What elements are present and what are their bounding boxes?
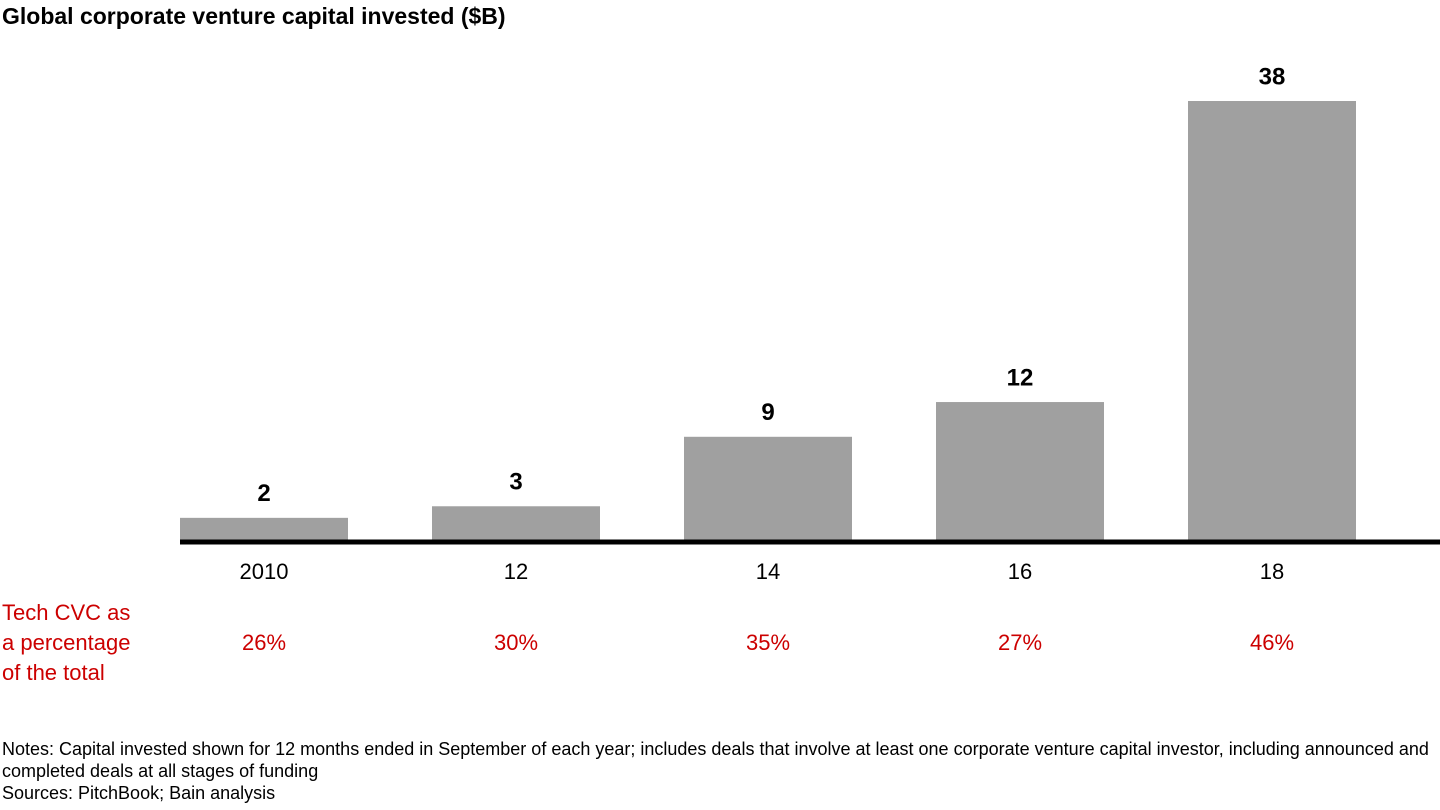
notes-block: Notes: Capital invested shown for 12 mon…	[2, 738, 1438, 804]
data-label: 9	[761, 399, 774, 426]
data-label: 38	[1259, 63, 1286, 90]
notes: Notes: Capital invested shown for 12 mon…	[2, 739, 1429, 781]
share-value: 46%	[1250, 630, 1294, 655]
bar	[1188, 101, 1356, 541]
x-tick-label: 2010	[240, 559, 289, 584]
x-tick-label: 16	[1008, 559, 1032, 584]
sources: Sources: PitchBook; Bain analysis	[2, 783, 276, 803]
data-label: 12	[1007, 364, 1034, 391]
share-value: 27%	[998, 630, 1042, 655]
bar	[432, 506, 600, 541]
data-label: 3	[509, 469, 522, 496]
share-value: 35%	[746, 630, 790, 655]
bar	[180, 517, 348, 541]
x-tick-label: 14	[756, 559, 780, 584]
x-tick-label: 18	[1260, 559, 1284, 584]
share-row-label: Tech CVC as	[2, 600, 130, 625]
share-value: 26%	[242, 630, 286, 655]
share-row-label: of the total	[2, 660, 105, 685]
x-tick-label: 12	[504, 559, 528, 584]
bar	[684, 436, 852, 541]
share-value: 30%	[494, 630, 538, 655]
data-label: 2	[257, 480, 270, 507]
bar	[936, 402, 1104, 541]
chart-title: Global corporate venture capital investe…	[2, 3, 506, 29]
share-row-label: a percentage	[2, 630, 130, 655]
